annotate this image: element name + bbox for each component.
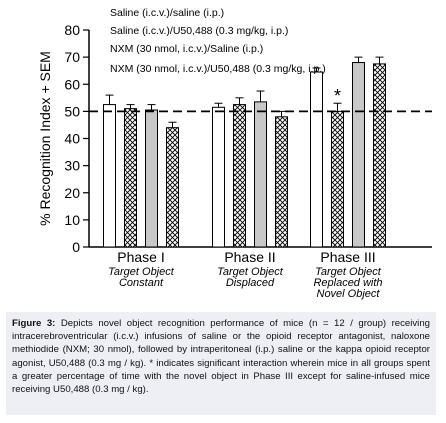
bar [103, 104, 116, 248]
y-tick-label: 30 [64, 158, 80, 174]
bar [254, 101, 267, 248]
bar [310, 71, 323, 248]
y-tick-label: 80 [64, 22, 80, 38]
legend-entry: Saline (i.c.v.)/U50,488 (0.3 mg/kg, i.p.… [110, 25, 288, 37]
bar [212, 106, 225, 248]
bar [166, 127, 179, 248]
y-tick-label: 50 [64, 103, 80, 119]
x-tick-label: Phase III [320, 249, 375, 265]
legend-entry: NXM (30 nmol, i.c.v.)/U50,488 (0.3 mg/kg… [110, 63, 326, 75]
legend-entry: Saline (i.c.v.)/saline (i.p.) [110, 7, 224, 19]
bar [373, 63, 386, 248]
x-tick-label: Phase I [117, 249, 164, 265]
y-tick-label: 40 [64, 131, 80, 147]
bar [233, 104, 246, 248]
x-tick-label: Phase II [224, 249, 275, 265]
x-tick-sublabel: Target Object [108, 266, 175, 278]
y-tick-label: 20 [64, 185, 80, 201]
x-tick-sublabel: Target Object [217, 266, 284, 278]
caption-text: Depicts novel object recognition perform… [12, 318, 430, 396]
x-tick-sublabel: Replaced with [313, 277, 382, 289]
x-tick-sublabel: Novel Object [317, 288, 381, 300]
x-tick-sublabel: Target Object [315, 266, 382, 278]
legend-entry: NXM (30 nmol, i.c.v.)/Saline (i.p.) [110, 43, 263, 55]
chart: 0 10 20 30 40 50 60 70 80 % Recognition Index + S… [37, 7, 432, 300]
x-tick-sublabel: Constant [119, 277, 164, 289]
bar [331, 110, 344, 248]
y-tick-label: 60 [64, 76, 80, 92]
y-tick-label: 10 [64, 212, 80, 228]
bar [352, 62, 365, 248]
bar [145, 109, 158, 248]
y-axis-label: % Recognition Index + SEM [37, 51, 53, 226]
caption-label: Figure 3: [12, 318, 56, 329]
figure-caption: Figure 3: Depicts novel object recogniti… [6, 312, 436, 415]
bar [124, 108, 137, 248]
y-tick-label: 0 [72, 239, 80, 255]
y-tick-label: 70 [64, 49, 80, 65]
x-tick-sublabel: Displaced [226, 277, 275, 289]
bar [275, 116, 288, 248]
significance-marker: * [334, 86, 341, 106]
